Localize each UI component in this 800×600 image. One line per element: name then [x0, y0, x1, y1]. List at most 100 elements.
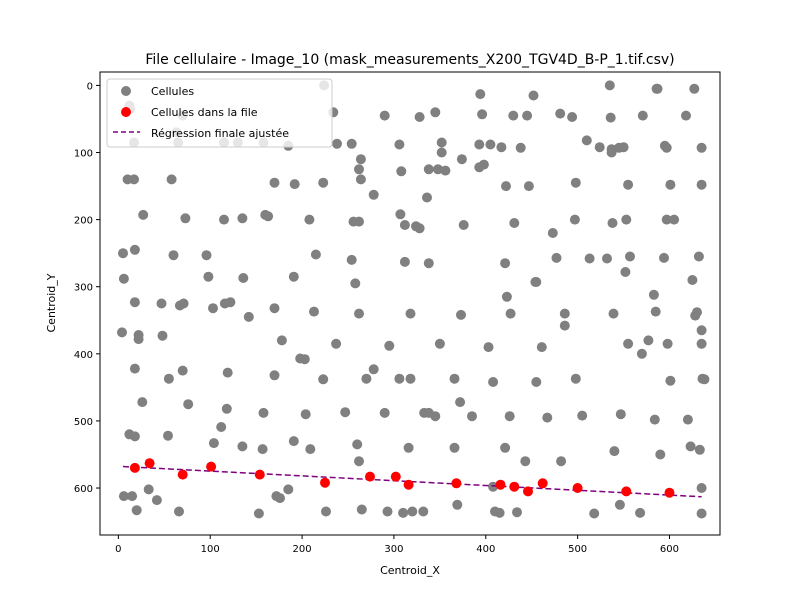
cell-point [309, 306, 319, 317]
cell-point [222, 367, 233, 378]
cell-point [570, 177, 581, 188]
cell-point [163, 373, 174, 384]
cell-point [238, 273, 249, 283]
legend-label-regression: Régression finale ajustée [151, 127, 289, 140]
y-axis-label: Centroid_Y [45, 273, 58, 332]
cell-point [520, 456, 531, 467]
cell-point [655, 449, 666, 460]
cell-point [528, 90, 539, 101]
cell-point [368, 364, 379, 375]
cell-point [269, 303, 280, 314]
cell-point [559, 308, 570, 319]
cell-point [696, 483, 707, 493]
cell-point [174, 506, 184, 517]
cell-point [649, 414, 660, 425]
cell-point [452, 499, 463, 510]
y-tick-label: 0 [87, 81, 93, 92]
cell-point [157, 330, 168, 341]
cell-point [156, 298, 167, 309]
cell-point [523, 181, 534, 192]
file-cell-point [451, 478, 462, 489]
x-tick-label: 500 [568, 544, 587, 555]
cell-point [621, 214, 632, 225]
cell-point [178, 298, 189, 309]
cell-point [221, 403, 232, 414]
cell-point [500, 442, 511, 453]
cell-point [682, 414, 693, 425]
cell-point [138, 209, 149, 220]
cell-point [414, 223, 425, 234]
cell-point [208, 303, 218, 314]
cell-point [531, 277, 542, 287]
cell-point [458, 220, 469, 230]
cell-point [608, 308, 619, 319]
cell-point [643, 335, 654, 346]
y-tick-label: 100 [74, 149, 93, 160]
cell-point [394, 373, 405, 384]
legend-label-cells: Cellules [151, 85, 194, 98]
cell-point [418, 506, 429, 517]
cell-point [129, 363, 140, 374]
cell-point [379, 110, 390, 121]
cell-point [635, 507, 646, 518]
cell-point [692, 307, 702, 318]
cell-point [304, 214, 315, 225]
cell-point [602, 253, 612, 264]
cell-point [467, 411, 477, 422]
cell-point [661, 142, 672, 153]
legend: Cellules Cellules dans la file Régressio… [106, 78, 333, 148]
cell-point [177, 365, 188, 376]
cell-point [436, 147, 447, 158]
x-tick-label: 300 [384, 544, 403, 555]
cell-point [570, 373, 581, 384]
cell-point [685, 441, 696, 452]
cell-point [485, 139, 496, 150]
file-cell-point [572, 483, 583, 493]
y-tick-label: 300 [74, 283, 93, 294]
cell-point [604, 80, 615, 91]
cell-point [694, 444, 705, 455]
cell-point [276, 335, 287, 346]
cell-point [405, 373, 416, 384]
cell-point [648, 289, 659, 300]
legend-marker-cells [121, 86, 131, 96]
cell-point [609, 446, 620, 457]
cell-point [615, 409, 626, 420]
cell-point [356, 504, 367, 515]
cell-point [129, 297, 140, 308]
cell-point [581, 135, 592, 146]
cell-point [607, 218, 618, 228]
file-cell-point [320, 477, 330, 488]
cell-point [430, 107, 441, 118]
cell-point [180, 213, 191, 224]
cell-point [331, 338, 342, 349]
cell-point [269, 370, 280, 381]
cell-point [623, 179, 634, 190]
cell-point [483, 342, 494, 353]
cell-point [395, 209, 406, 220]
cell-point [547, 228, 558, 238]
file-cell-point [537, 478, 548, 489]
cell-point [131, 505, 142, 516]
cell-point [283, 484, 294, 495]
cell-point [258, 407, 269, 418]
cell-point [118, 491, 129, 502]
cell-point [512, 507, 522, 518]
cell-point [379, 407, 390, 418]
cell-point [500, 258, 511, 269]
x-axis-label: Centroid_X [380, 564, 440, 577]
cell-point [449, 373, 460, 384]
cell-point [620, 267, 631, 277]
cell-point [414, 112, 425, 122]
cell-points [117, 80, 710, 519]
cell-point [225, 297, 236, 308]
cell-point [531, 377, 542, 387]
file-cell-point [664, 487, 675, 498]
cell-point [433, 164, 443, 175]
cell-point [522, 110, 533, 121]
cell-point [394, 139, 405, 150]
cell-point [505, 308, 516, 319]
cell-point [556, 456, 567, 467]
cell-point [636, 348, 647, 359]
cell-point [665, 375, 676, 386]
